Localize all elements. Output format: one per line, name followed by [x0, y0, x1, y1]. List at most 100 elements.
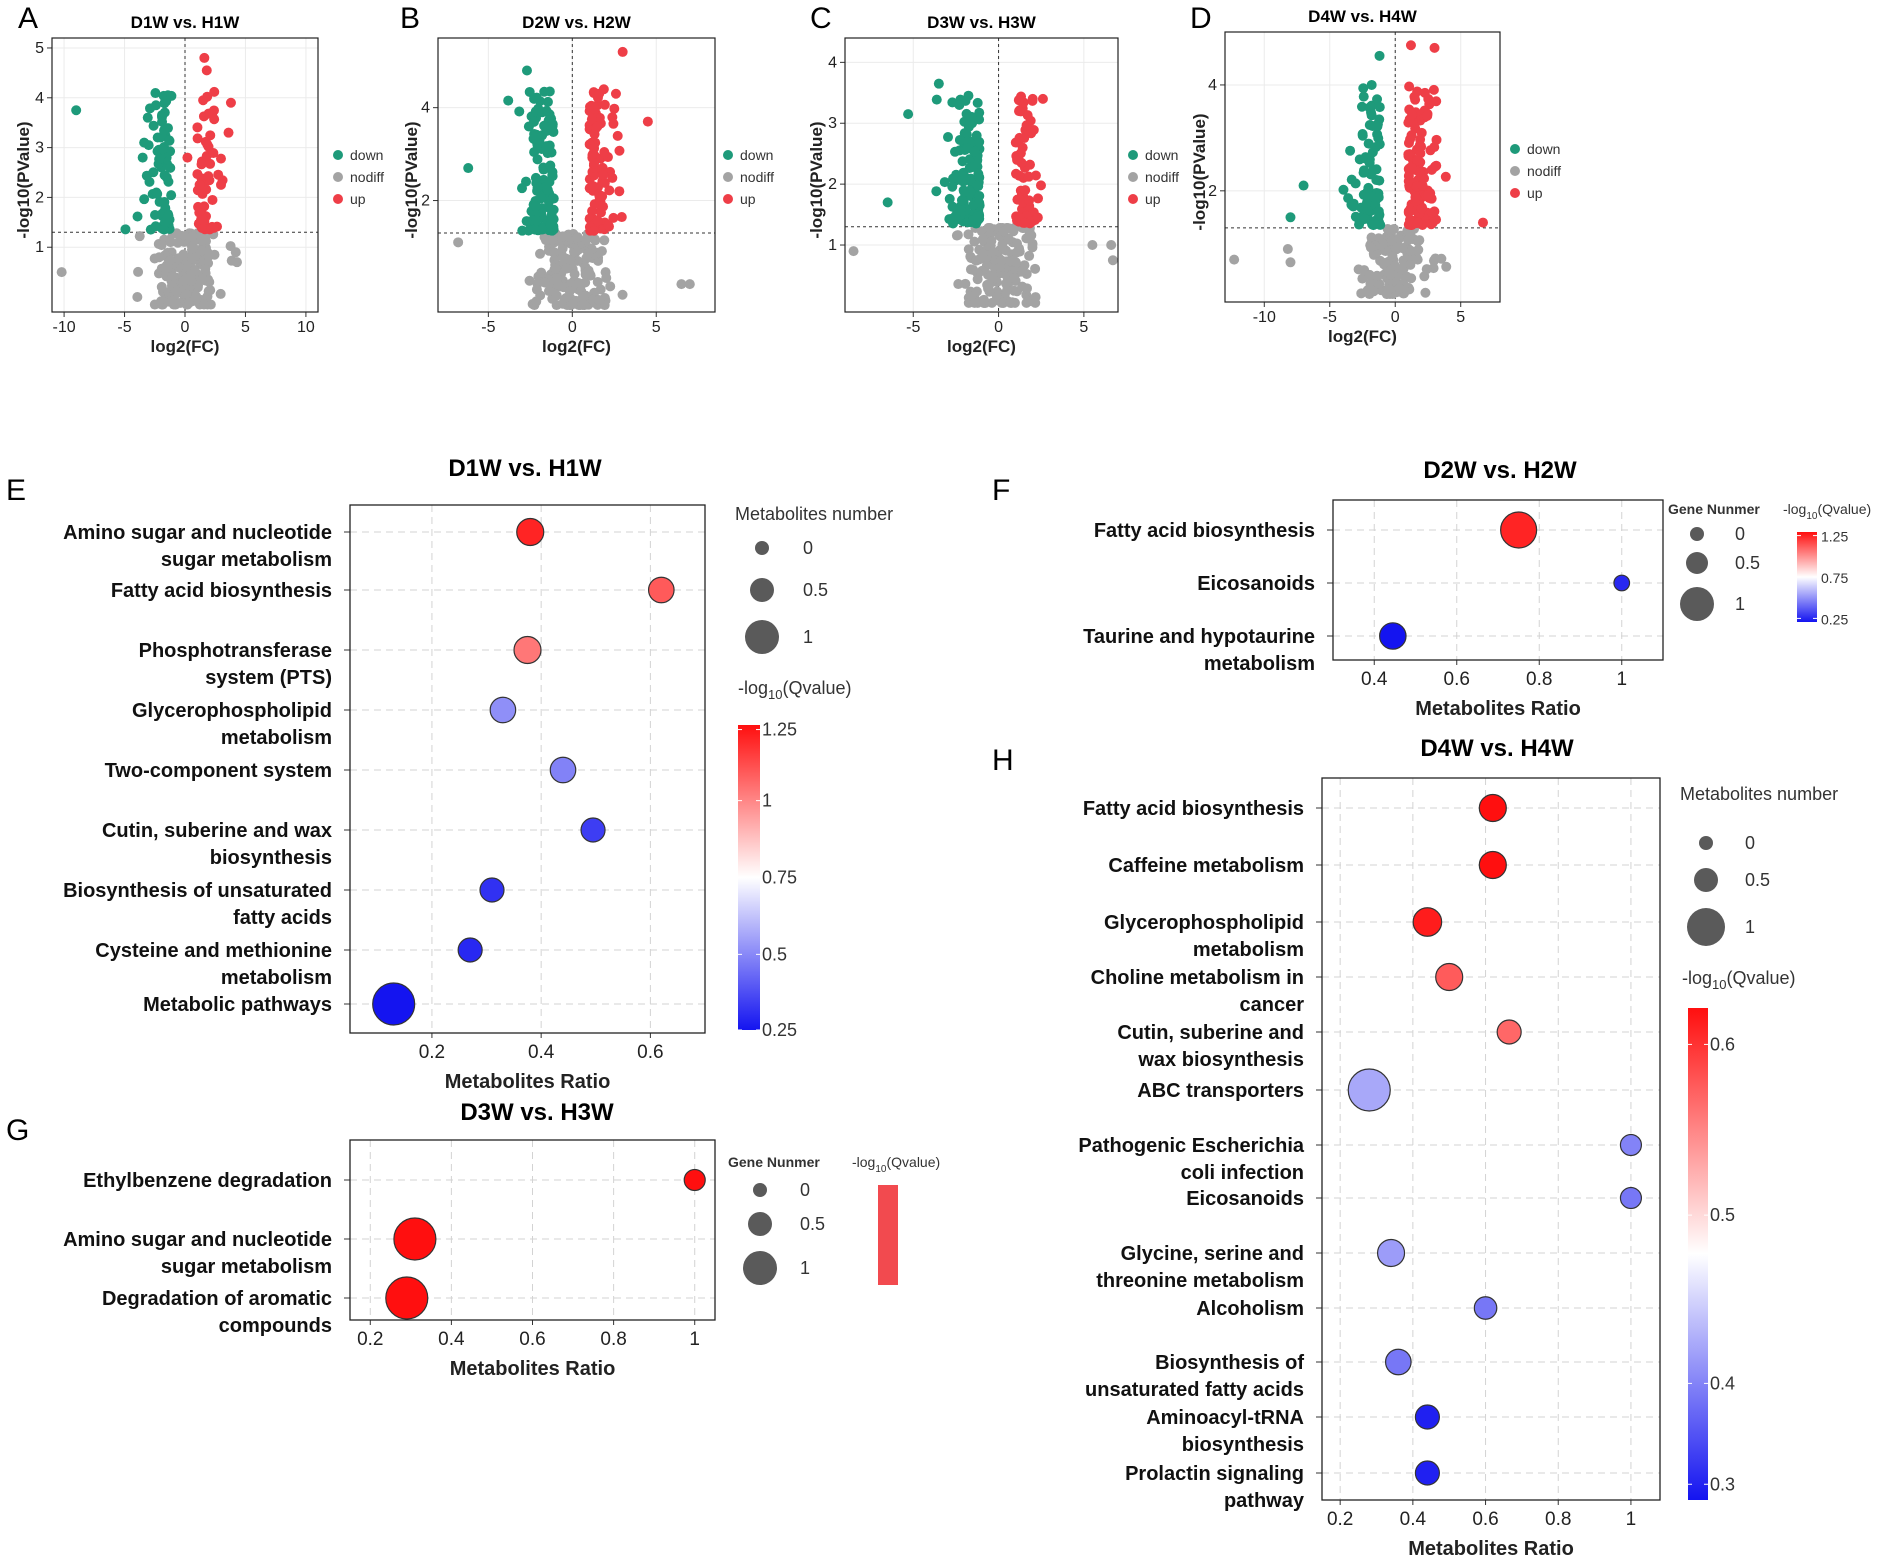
- point-down: [1369, 219, 1380, 230]
- point-nodiff: [134, 231, 145, 242]
- point-down: [521, 65, 532, 76]
- point-down: [972, 97, 983, 108]
- point-up: [199, 52, 210, 63]
- point-nodiff: [676, 279, 687, 290]
- point-up: [1423, 93, 1434, 104]
- plot-border: [437, 37, 716, 313]
- x-axis-label: Metabolites Ratio: [1415, 698, 1581, 720]
- point-down: [1371, 174, 1382, 185]
- point-up: [609, 103, 620, 114]
- legend-marker-down: [1510, 144, 1520, 154]
- point-up: [194, 207, 205, 218]
- color-legend-title-main: -log: [1682, 968, 1712, 988]
- point-up: [208, 222, 219, 233]
- point-up: [1024, 159, 1035, 170]
- bubble-panel-E: E D1W vs. H1W 0.2 0.4 0.6 Amino sugar and nuc…: [6, 455, 893, 1093]
- point-nodiff: [582, 267, 593, 278]
- point-down: [974, 197, 985, 208]
- legend-marker-up: [1128, 194, 1138, 204]
- point-down: [966, 111, 977, 122]
- x-axis-label: Metabolites Ratio: [445, 1071, 611, 1093]
- color-tick-label: 0.3: [1710, 1474, 1735, 1494]
- size-legend-bubble: [1699, 836, 1713, 850]
- color-legend-title-suffix: (Qvalue): [886, 1154, 940, 1170]
- point-up: [1410, 192, 1421, 203]
- point-down: [944, 214, 955, 225]
- panel-label: A: [18, 2, 38, 35]
- point-up: [1429, 42, 1440, 53]
- point-down: [931, 94, 942, 105]
- point-up: [592, 215, 603, 226]
- pathway-label: Glycine, serine and: [1121, 1243, 1304, 1265]
- point-down: [1348, 201, 1359, 212]
- panel-label: E: [6, 474, 26, 507]
- point-down: [142, 112, 153, 123]
- point-nodiff: [996, 255, 1007, 266]
- point-down: [1285, 212, 1296, 223]
- x-axis-label: Metabolites Ratio: [1408, 1538, 1574, 1560]
- pathway-label: cancer: [1240, 994, 1305, 1016]
- pathway-label: Choline metabolism in: [1091, 967, 1304, 989]
- point-nodiff: [986, 236, 997, 247]
- point-down: [1374, 102, 1385, 113]
- x-tick-label: 5: [1079, 319, 1088, 336]
- point-nodiff: [165, 255, 176, 266]
- point-nodiff: [1372, 270, 1383, 281]
- pathway-label: Alcoholism: [1196, 1298, 1304, 1320]
- point-nodiff: [205, 285, 216, 296]
- point-nodiff: [963, 229, 974, 240]
- point-nodiff: [1009, 297, 1020, 308]
- point-nodiff: [557, 252, 568, 263]
- y-axis-label: -log10(PValue): [14, 121, 33, 238]
- point-nodiff: [572, 232, 583, 243]
- color-legend-title: -log10(Qvalue): [738, 678, 852, 702]
- point-up: [1426, 219, 1437, 230]
- point-up: [608, 212, 619, 223]
- point-nodiff: [535, 248, 546, 259]
- point-up: [1037, 93, 1048, 104]
- bubble-point: [549, 756, 577, 784]
- point-up: [1021, 120, 1032, 131]
- point-down: [531, 215, 542, 226]
- point-down: [974, 114, 985, 125]
- point-down: [943, 132, 954, 143]
- point-nodiff: [971, 255, 982, 266]
- chart-title: D4W vs. H4W: [1420, 735, 1574, 762]
- point-down: [157, 144, 168, 155]
- point-down: [137, 152, 148, 163]
- point-up: [198, 215, 209, 226]
- point-nodiff: [593, 294, 604, 305]
- pathway-label: compounds: [219, 1315, 332, 1337]
- point-nodiff: [569, 269, 580, 280]
- point-nodiff: [601, 272, 612, 283]
- point-down: [537, 107, 548, 118]
- point-nodiff: [589, 234, 600, 245]
- point-nodiff: [1229, 254, 1240, 265]
- point-nodiff: [1421, 264, 1432, 275]
- point-nodiff: [1386, 235, 1397, 246]
- point-up: [1416, 141, 1427, 152]
- point-down: [152, 188, 163, 199]
- point-down: [973, 181, 984, 192]
- point-nodiff: [977, 248, 988, 259]
- x-tick-label: 5: [1456, 309, 1465, 326]
- point-up: [642, 116, 653, 127]
- color-legend-title-suffix: (Qvalue): [782, 678, 851, 698]
- point-nodiff: [1384, 264, 1395, 275]
- x-tick-label: 10: [297, 319, 315, 336]
- point-down: [1358, 167, 1369, 178]
- bubble-point: [1376, 1238, 1406, 1268]
- size-legend-bubble: [755, 541, 769, 555]
- pathway-label: pathway: [1224, 1490, 1305, 1512]
- point-up: [617, 46, 628, 57]
- point-up: [594, 88, 605, 99]
- point-nodiff: [577, 300, 588, 311]
- pathway-label: Biosynthesis of unsaturated: [63, 880, 332, 902]
- point-down: [1350, 211, 1361, 222]
- y-tick-label: 1: [35, 239, 44, 256]
- legend-marker-nodiff: [723, 172, 733, 182]
- point-up: [612, 130, 623, 141]
- point-down: [150, 210, 161, 221]
- point-nodiff: [1387, 251, 1398, 262]
- x-tick-label: 0: [568, 319, 577, 336]
